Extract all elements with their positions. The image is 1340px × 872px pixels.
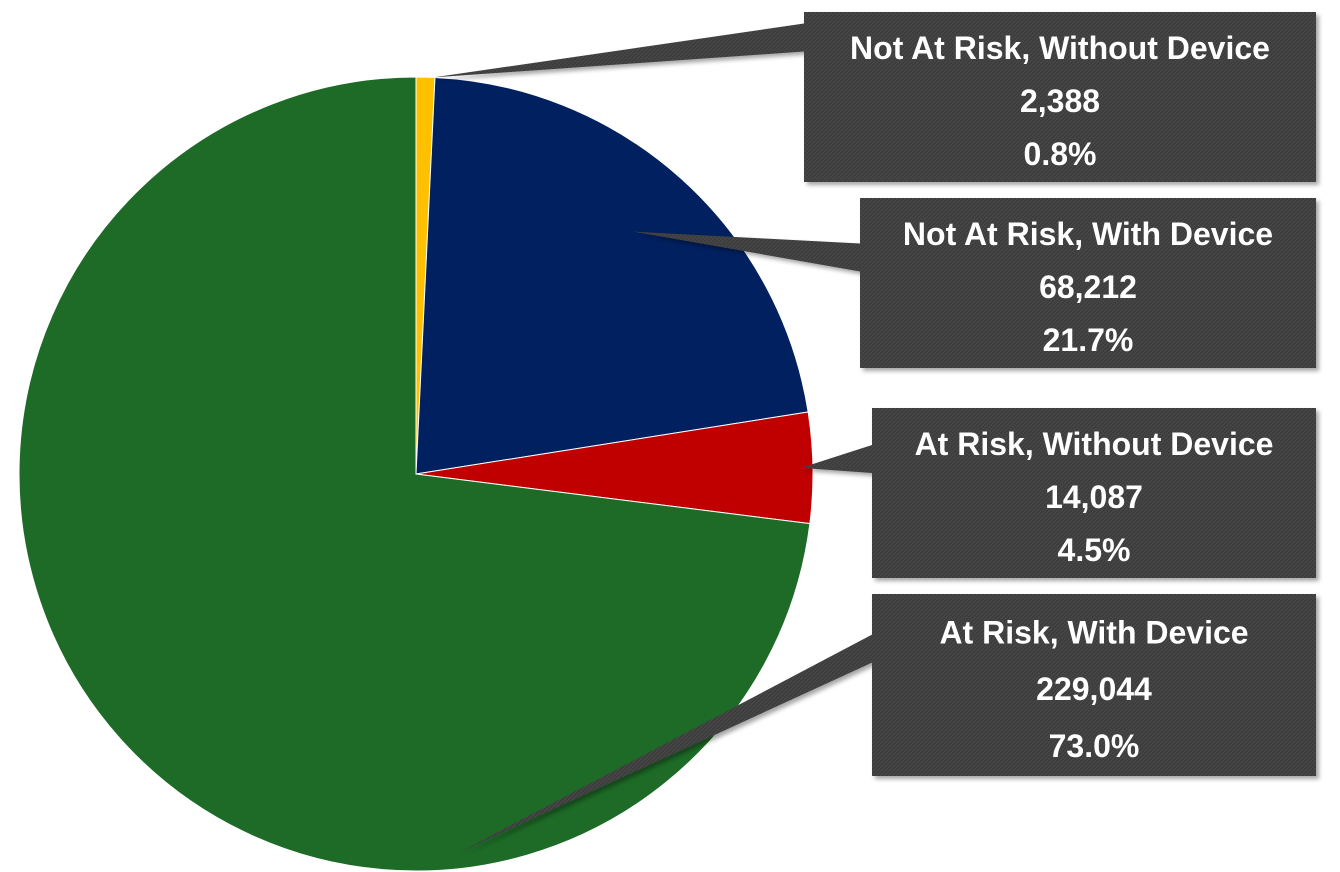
callout-box xyxy=(860,198,1316,368)
callout-2: Not At Risk, With Device 68,212 21.7% xyxy=(633,198,1316,368)
pie-slice-4 xyxy=(18,76,811,872)
callout-percent: 4.5% xyxy=(1058,532,1131,568)
callout-leader xyxy=(458,634,872,853)
callout-percent: 0.8% xyxy=(1024,136,1097,172)
callout-leader xyxy=(633,231,860,272)
data-callouts: Not At Risk, Without Device2,3880.8%Not … xyxy=(433,12,1316,853)
callout-label: Not At Risk, Without Device xyxy=(850,30,1270,66)
callout-box xyxy=(872,594,1316,776)
callout-label: At Risk, Without Device xyxy=(915,426,1274,462)
callout-value: 68,212 xyxy=(1039,269,1137,305)
callout-percent: 21.7% xyxy=(1043,322,1134,358)
callout-leader xyxy=(801,445,872,473)
callout-label: Not At Risk, With Device xyxy=(903,216,1273,252)
callout-box xyxy=(804,12,1316,182)
callout-3: At Risk, Without Device 14,087 4.5% xyxy=(801,408,1316,578)
callout-value: 2,388 xyxy=(1020,83,1100,119)
pie-slice-2 xyxy=(415,76,809,475)
callout-box xyxy=(872,408,1316,578)
callout-label: At Risk, With Device xyxy=(939,614,1248,650)
callout-leader xyxy=(433,23,804,78)
callout-percent: 73.0% xyxy=(1049,728,1140,764)
pie-slices xyxy=(18,76,814,872)
callout-4: At Risk, With Device 229,044 73.0% xyxy=(458,594,1316,853)
callout-1: Not At Risk, Without Device 2,388 0.8% xyxy=(433,12,1316,182)
callout-value: 14,087 xyxy=(1045,479,1143,515)
callout-value: 229,044 xyxy=(1036,671,1152,707)
